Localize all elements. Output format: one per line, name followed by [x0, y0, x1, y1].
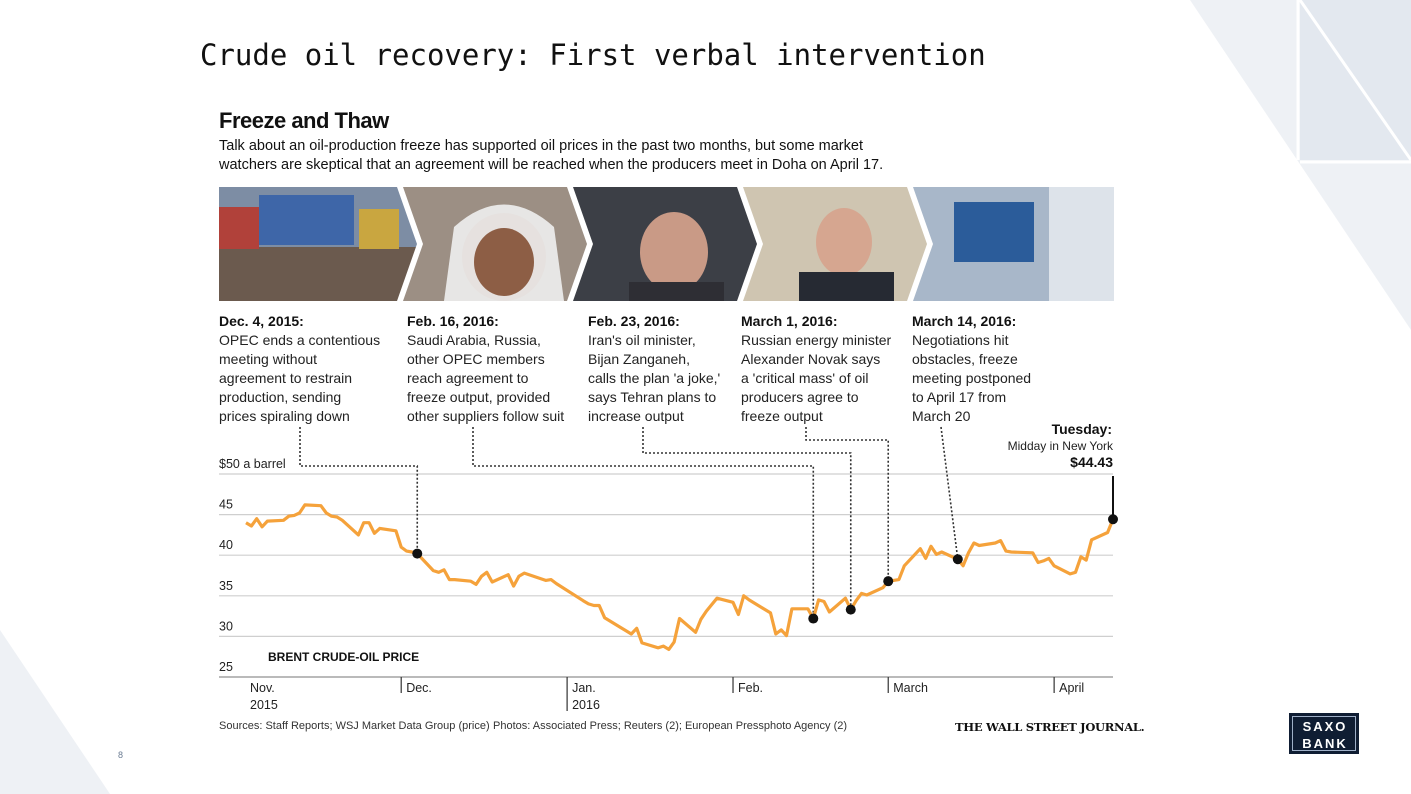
photo-saudi-minister — [399, 187, 609, 301]
event-marker — [412, 548, 423, 559]
photo-russian-minister — [739, 187, 949, 301]
event-marker — [808, 613, 819, 624]
event-feb-23: Feb. 23, 2016: Iran's oil minister, Bija… — [588, 312, 720, 426]
x-tick-label: Jan. — [572, 681, 596, 695]
event-march-14: March 14, 2016: Negotiations hit obstacl… — [912, 312, 1031, 426]
photo-iran-minister — [569, 187, 779, 301]
tuesday-sub: Midday in New York — [1008, 439, 1114, 453]
y-tick-label: 35 — [219, 579, 233, 593]
event-march-1: March 1, 2016: Russian energy minister A… — [741, 312, 891, 426]
leader-line — [805, 427, 890, 582]
sources-note: Sources: Staff Reports; WSJ Market Data … — [219, 720, 490, 732]
event-marker — [952, 554, 963, 565]
x-tick-label: March — [893, 681, 928, 695]
wsj-credit: THE WALL STREET JOURNAL. — [955, 720, 1145, 734]
event-dec-4: Dec. 4, 2015: OPEC ends a contentious me… — [219, 312, 380, 426]
y-tick-label: 40 — [219, 538, 233, 552]
event-text: Negotiations hit obstacles, freeze meeti… — [912, 332, 1032, 424]
event-marker — [1108, 514, 1118, 525]
event-marker — [883, 576, 894, 587]
y-tick-label: 25 — [219, 660, 233, 674]
logo-line-1: SAXO — [1302, 719, 1348, 734]
photo-opec-logo — [909, 187, 1114, 301]
slide-title: Crude oil recovery: First verbal interve… — [200, 38, 986, 72]
photo-opec-meeting — [219, 187, 419, 301]
x-tick-label: 2015 — [250, 698, 278, 712]
price-line — [245, 503, 1115, 651]
x-tick-label: April — [1059, 681, 1084, 695]
leader-line — [642, 427, 852, 610]
leader-line — [940, 426, 959, 560]
y-tick-label: $50 a barrel — [219, 457, 286, 471]
event-feb-16: Feb. 16, 2016: Saudi Arabia, Russia, oth… — [407, 312, 564, 426]
photos-credit: Photos: Associated Press; Reuters (2); E… — [493, 720, 848, 732]
event-date: March 14, 2016: — [912, 313, 1017, 329]
graphic-title: Freeze and Thaw — [219, 108, 389, 133]
x-tick-label: Nov. — [250, 681, 275, 695]
event-date: Dec. 4, 2015: — [219, 313, 304, 329]
event-date: Feb. 23, 2016: — [588, 313, 680, 329]
saxo-bank-logo: SAXO BANK — [1289, 713, 1359, 754]
graphic-dek: Talk about an oil-production freeze has … — [219, 138, 884, 173]
chart-title: BRENT CRUDE-OIL PRICE — [268, 650, 419, 664]
y-tick-label: 45 — [219, 498, 233, 512]
event-date: March 1, 2016: — [741, 313, 838, 329]
photo-strip — [219, 187, 1114, 301]
y-tick-label: 30 — [219, 619, 233, 633]
tuesday-label: Tuesday: — [1052, 421, 1112, 437]
leader-line — [299, 427, 419, 554]
event-text: OPEC ends a contentious meeting without … — [219, 332, 381, 424]
event-text: Russian energy minister Alexander Novak … — [741, 332, 892, 424]
event-text: Saudi Arabia, Russia, other OPEC members… — [407, 332, 565, 424]
event-marker — [845, 604, 856, 615]
logo-line-2: BANK — [1302, 736, 1348, 751]
leader-line — [472, 427, 815, 619]
x-tick-label: Dec. — [406, 681, 432, 695]
event-text: Iran's oil minister, Bijan Zanganeh, cal… — [588, 332, 721, 424]
page-number: 8 — [118, 750, 124, 760]
event-date: Feb. 16, 2016: — [407, 313, 499, 329]
tuesday-value: $44.43 — [1070, 454, 1113, 470]
x-tick-label: Feb. — [738, 681, 763, 695]
x-tick-label: 2016 — [572, 698, 600, 712]
